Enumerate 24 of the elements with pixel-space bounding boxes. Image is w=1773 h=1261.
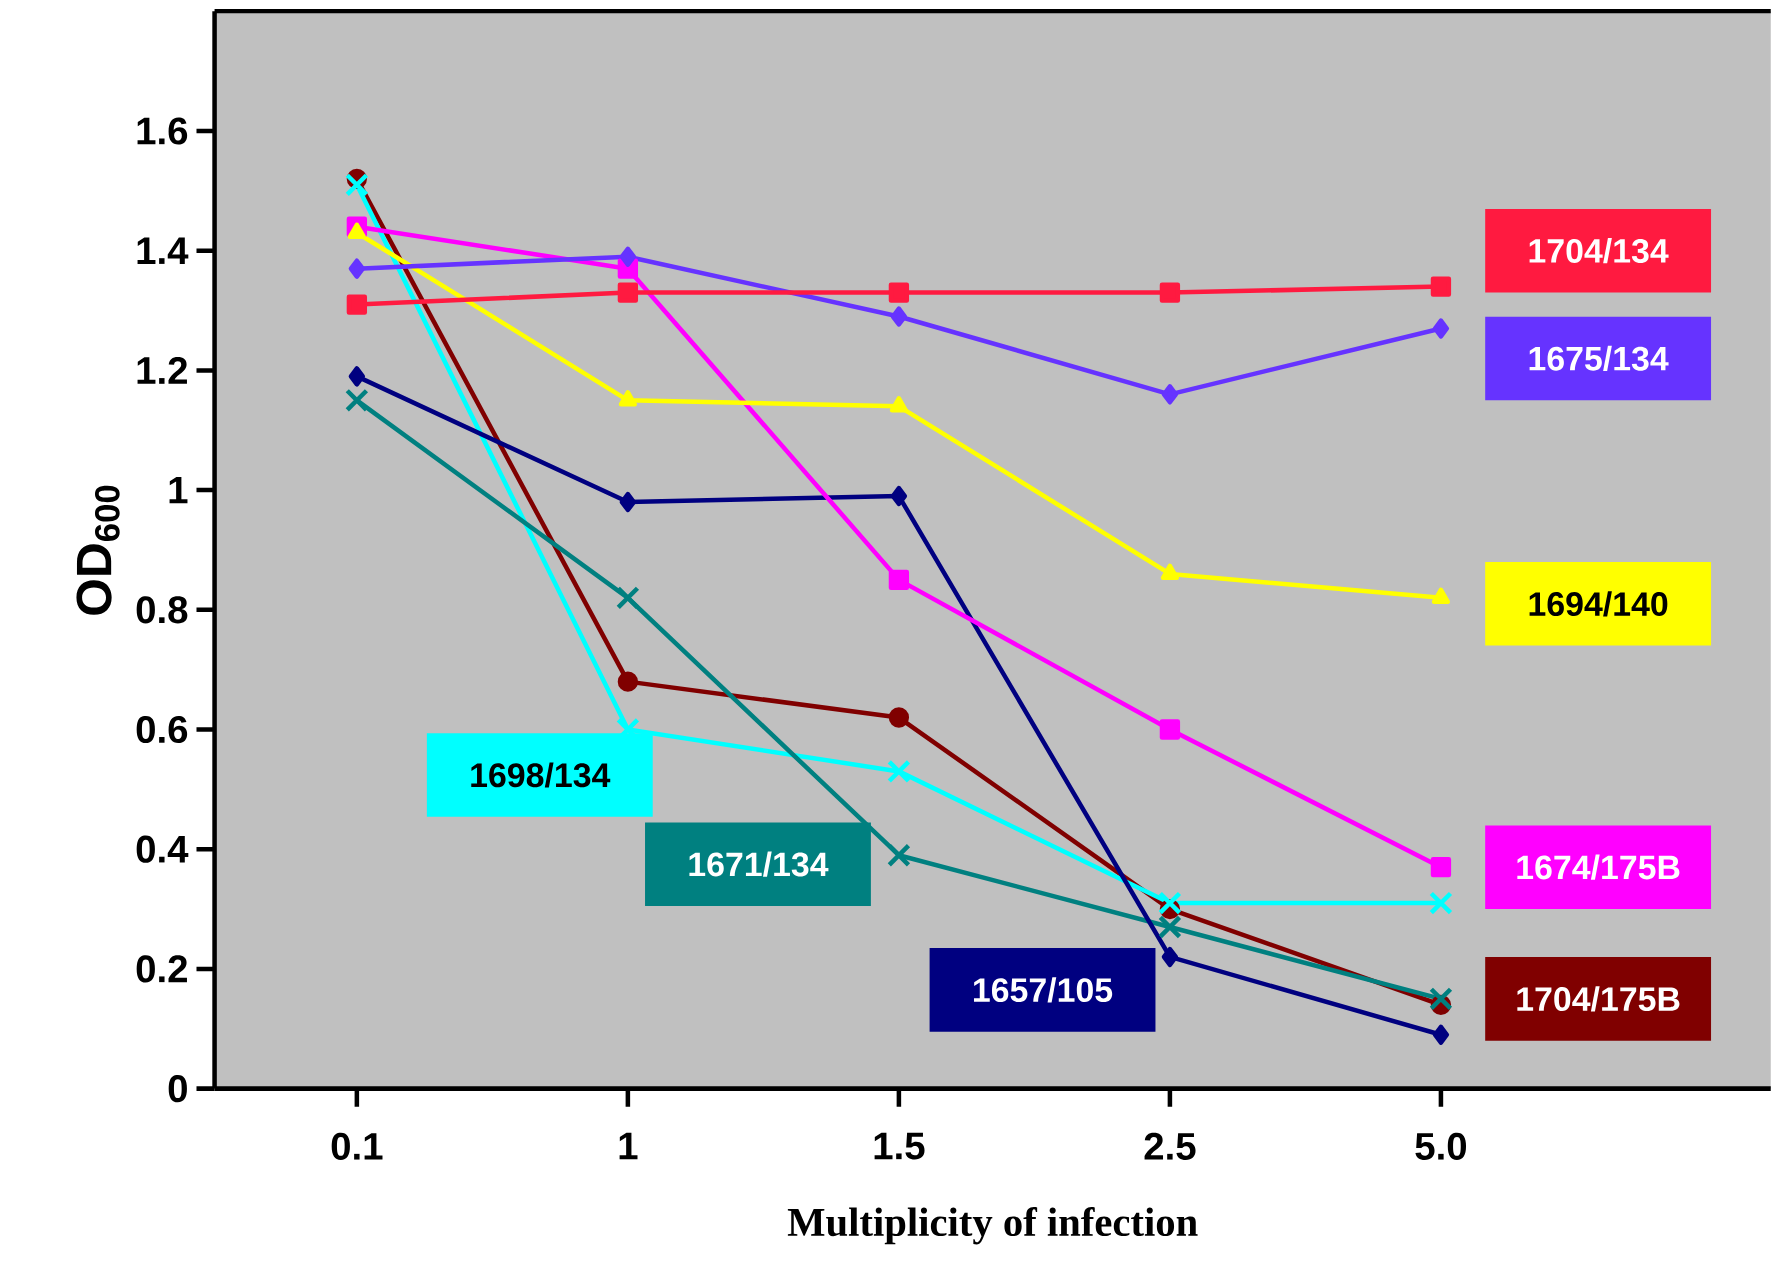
x-tick-label: 0.1 xyxy=(331,1132,383,1160)
series-label: 1657/105 xyxy=(974,977,1113,1003)
y-tick-label: 0.4 xyxy=(136,835,189,863)
x-axis-title: Multiplicity of infection xyxy=(787,1206,1198,1245)
text: 1674/175B xyxy=(1517,854,1680,880)
text: 1704/175B xyxy=(1517,986,1680,1012)
text: 1675/134 xyxy=(1529,345,1669,371)
x-tick-label: 2.5 xyxy=(1144,1132,1196,1160)
y-axis-title: OD$_{600}$ xyxy=(76,485,120,615)
y-tick-label: 1 xyxy=(169,476,188,504)
x-tick-label: 1.5 xyxy=(874,1132,925,1160)
series-label: 1671/134 xyxy=(689,851,829,877)
y-tick-label: 1.2 xyxy=(137,356,187,384)
text: 1694/140 xyxy=(1529,591,1668,617)
y-tick-label: 1.6 xyxy=(137,117,188,145)
y-tick-label: 0.8 xyxy=(136,596,188,624)
y-tick-label: 1.4 xyxy=(137,237,189,264)
x-tick-label: 5.0 xyxy=(1415,1132,1467,1160)
series-label: 1698/134 xyxy=(471,762,611,788)
y-tick-label: 0.2 xyxy=(136,955,187,983)
y-tick-label: 0.6 xyxy=(136,715,188,743)
y-tick-label: 0 xyxy=(168,1074,187,1103)
x-tick-label: 1 xyxy=(619,1132,638,1159)
text: 1704/134 xyxy=(1529,237,1669,264)
